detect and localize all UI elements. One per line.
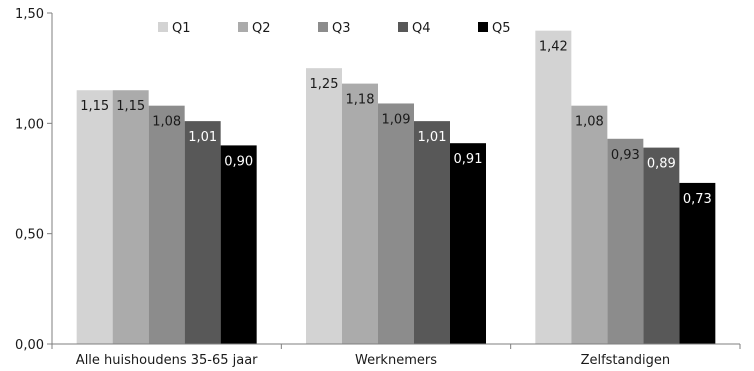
data-label-q2-0: 1,15: [116, 99, 145, 114]
bar-q1-0: [76, 90, 113, 344]
data-label-q3-0: 1,08: [152, 115, 181, 130]
legend-label-q4: Q4: [412, 21, 431, 36]
bar-q4-2: [643, 147, 680, 344]
data-label-q3-2: 0,93: [611, 148, 640, 163]
data-label-q5-0: 0,90: [224, 154, 253, 169]
data-label-q2-1: 1,18: [346, 93, 375, 108]
data-label-q2-2: 1,08: [575, 115, 604, 130]
data-label-q1-2: 1,42: [539, 40, 568, 55]
y-tick-label: 0,00: [15, 338, 44, 353]
legend-label-q5: Q5: [492, 21, 511, 36]
legend-swatch-q3: [318, 22, 328, 32]
data-label-q5-2: 0,73: [683, 192, 712, 207]
bar-q5-2: [679, 182, 716, 344]
data-label-q3-1: 1,09: [382, 112, 411, 127]
legend: Q1 Q2 Q3 Q4 Q5: [158, 21, 511, 36]
x-categories-layer: Alle huishoudens 35-65 jaar Werknemers Zel…: [76, 353, 670, 368]
bar-q3-2: [607, 138, 644, 344]
data-label-q4-2: 0,89: [647, 157, 676, 172]
bar-q4-1: [414, 121, 450, 344]
legend-label-q1: Q1: [172, 21, 191, 36]
bar-q3-0: [148, 105, 185, 345]
bar-q1-2: [535, 30, 572, 345]
bar-q1-1: [306, 68, 342, 345]
bar-q2-1: [342, 83, 378, 344]
x-category-label: Zelfstandigen: [581, 353, 671, 368]
y-tick-label: 1,00: [15, 117, 44, 132]
bar-q4-0: [184, 121, 221, 344]
data-label-q4-1: 1,01: [418, 130, 447, 145]
data-label-q1-0: 1,15: [80, 99, 109, 114]
legend-label-q3: Q3: [332, 21, 351, 36]
bar-q5-0: [220, 145, 257, 344]
axes-layer: [47, 12, 741, 349]
legend-swatch-q2: [238, 22, 248, 32]
legend-swatch-q4: [398, 22, 408, 32]
x-category-label: Werknemers: [355, 353, 437, 368]
x-category-label: Alle huishoudens 35-65 jaar: [76, 353, 258, 368]
bar-q2-0: [112, 90, 149, 344]
legend-swatch-q1: [158, 22, 168, 32]
data-label-q1-1: 1,25: [310, 77, 339, 92]
data-label-q4-0: 1,01: [188, 130, 217, 145]
data-label-q5-1: 0,91: [454, 152, 483, 167]
data-labels-layer: 1,15 1,25 1,42 1,15 1,18 1,08 1,08 1,09 0,93 1,01…: [80, 40, 712, 207]
bar-q2-2: [571, 105, 608, 345]
y-ticks-layer: 0,00 0,50 1,00 1,50: [15, 7, 44, 353]
legend-label-q2: Q2: [252, 21, 271, 36]
y-tick-label: 0,50: [15, 228, 44, 243]
legend-swatch-q5: [478, 22, 488, 32]
bar-q5-1: [450, 143, 486, 344]
y-tick-label: 1,50: [15, 7, 44, 22]
bars-layer: [76, 30, 716, 345]
bar-q3-1: [378, 103, 414, 345]
